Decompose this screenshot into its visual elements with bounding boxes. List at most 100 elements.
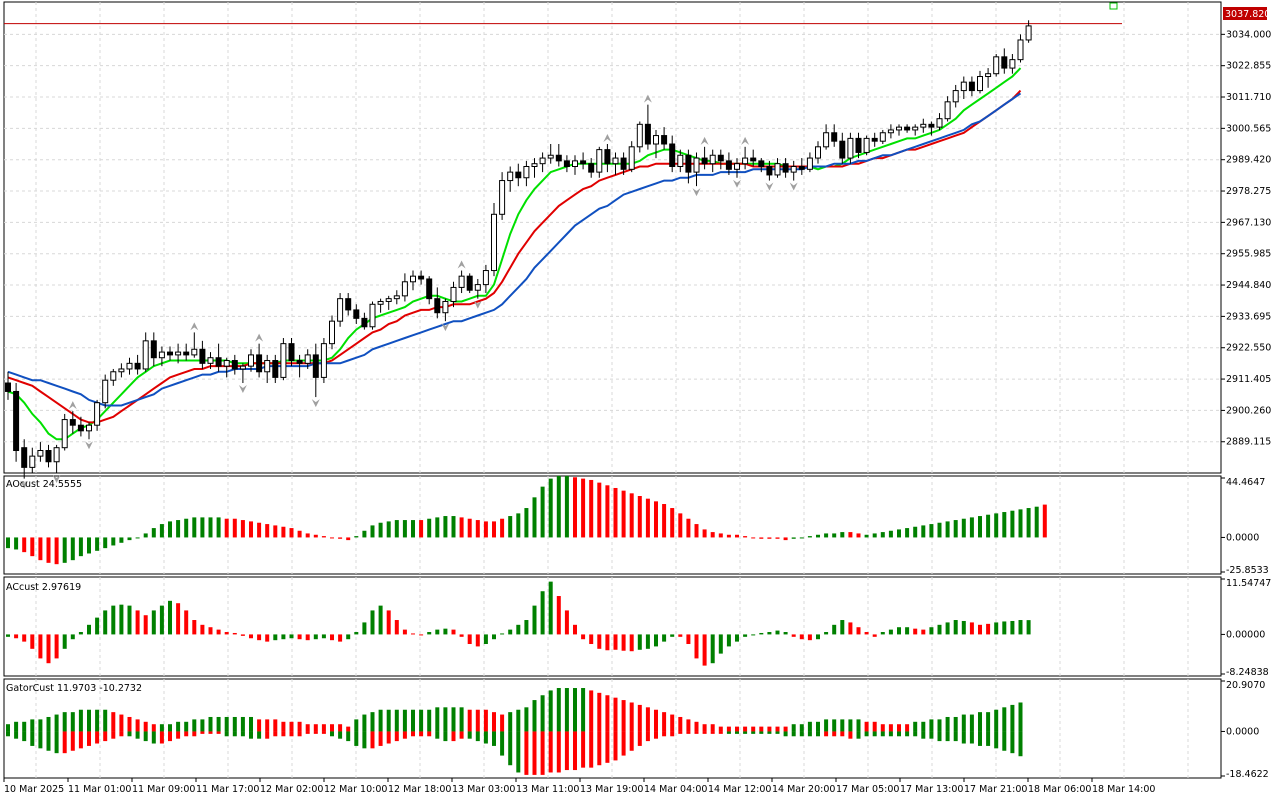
candle[interactable] [345,293,352,316]
candle[interactable] [199,340,206,369]
gator-histogram[interactable] [6,688,1023,775]
candle[interactable] [968,76,975,97]
candle[interactable] [450,281,457,308]
candle[interactable] [952,84,959,108]
candle[interactable] [5,371,11,400]
candle[interactable] [636,121,643,153]
candle[interactable] [685,149,692,184]
candle[interactable] [53,444,60,473]
candle[interactable] [393,290,400,305]
candle[interactable] [69,411,76,434]
candle[interactable] [474,278,481,299]
candle[interactable] [215,343,222,372]
candle[interactable] [191,332,198,358]
candle[interactable] [239,363,246,384]
candle[interactable] [936,113,943,130]
ao-histogram[interactable] [6,475,1047,565]
candle[interactable] [871,132,878,147]
candle[interactable] [580,152,587,170]
candle[interactable] [547,144,554,164]
candle[interactable] [823,124,830,150]
candle[interactable] [920,118,927,133]
candle[interactable] [183,343,190,361]
candle[interactable] [855,132,862,159]
candle[interactable] [13,383,20,462]
price-plot[interactable] [4,2,1122,489]
candle[interactable] [401,273,408,302]
candle[interactable] [288,338,295,367]
candle[interactable] [410,270,416,291]
candle[interactable] [985,68,992,88]
candle[interactable] [150,332,157,367]
candle[interactable] [312,343,319,398]
candle[interactable] [572,155,578,175]
candle[interactable] [223,357,230,378]
candle[interactable] [94,399,101,431]
candle[interactable] [377,298,384,313]
candle[interactable] [653,129,659,159]
candle[interactable] [742,146,749,170]
candle[interactable] [499,172,506,220]
candle[interactable] [563,155,570,173]
candle[interactable] [847,132,854,164]
candle[interactable] [758,158,765,173]
candle[interactable] [426,276,433,305]
candle[interactable] [369,301,376,330]
candle[interactable] [466,273,473,294]
candle[interactable] [839,132,846,164]
candle[interactable] [458,270,465,294]
candle[interactable] [960,76,967,100]
candle[interactable] [596,146,603,178]
candle[interactable] [790,160,797,181]
candle[interactable] [45,444,52,468]
candle[interactable] [37,442,44,462]
candle[interactable] [231,354,238,375]
candle[interactable] [361,312,368,330]
candle[interactable] [661,127,668,150]
candle[interactable] [264,354,271,384]
candle[interactable] [175,343,182,364]
candle[interactable] [207,352,214,369]
ac-histogram[interactable] [6,581,1031,666]
candle[interactable] [863,135,870,156]
candle[interactable] [320,338,327,384]
candle[interactable] [693,152,700,187]
candle[interactable] [21,439,28,479]
candle[interactable] [588,158,595,178]
candle[interactable] [928,121,935,136]
candle[interactable] [118,363,125,378]
candle[interactable] [717,149,724,170]
candle[interactable] [491,203,497,277]
candle[interactable] [1009,54,1016,74]
candle[interactable] [385,295,392,310]
candle[interactable] [896,124,902,136]
candle[interactable] [1017,34,1024,63]
candle[interactable] [158,346,165,367]
candle[interactable] [879,129,886,145]
candle[interactable] [434,287,441,319]
candle[interactable] [555,144,562,167]
candle[interactable] [831,124,838,147]
candle[interactable] [734,158,740,178]
candle[interactable] [142,332,149,372]
candle[interactable] [29,447,36,473]
candle[interactable] [815,141,821,164]
candle[interactable] [280,338,287,381]
candle[interactable] [750,149,757,167]
candle[interactable] [353,304,360,324]
candle[interactable] [620,152,627,175]
candle[interactable] [296,354,303,378]
candle[interactable] [612,152,619,175]
candle[interactable] [304,349,311,369]
candle[interactable] [806,152,813,173]
candle[interactable] [272,354,279,384]
candle[interactable] [977,70,983,94]
candle[interactable] [531,158,538,178]
candle[interactable] [774,158,781,178]
candle[interactable] [61,413,68,451]
candle[interactable] [77,416,84,437]
candle[interactable] [677,149,684,173]
candle[interactable] [167,346,173,361]
candle[interactable] [669,135,676,173]
